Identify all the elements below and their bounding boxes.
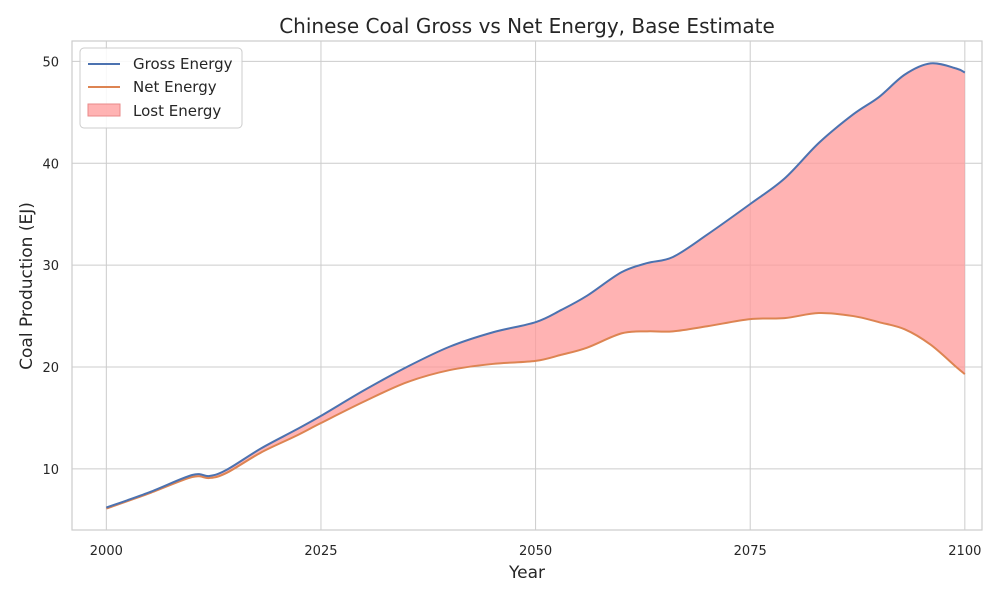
x-axis-title: Year	[508, 563, 545, 583]
x-tick-label: 2075	[734, 544, 767, 559]
legend-lost-label: Lost Energy	[133, 102, 221, 120]
net-energy-line	[106, 311, 966, 510]
y-axis-title: Coal Production (EJ)	[17, 202, 37, 370]
series-layer	[106, 62, 966, 510]
y-tick-label: 10	[42, 463, 59, 478]
legend-net-label: Net Energy	[133, 78, 217, 96]
lost-energy-area	[106, 63, 965, 509]
y-tick-label: 30	[42, 259, 59, 274]
y-ticks: 10 20 30 40 50	[42, 55, 59, 478]
y-tick-label: 50	[42, 55, 59, 70]
plot-frame	[71, 40, 983, 531]
x-tick-label: 2050	[519, 544, 552, 559]
y-tick-label: 20	[42, 361, 59, 376]
x-tick-label: 2100	[948, 544, 981, 559]
x-tick-label: 2025	[304, 544, 337, 559]
legend-lost-swatch	[87, 103, 121, 117]
fill-layer	[106, 63, 965, 509]
y-tick-label: 40	[42, 157, 59, 172]
gross-energy-line	[106, 62, 966, 509]
x-tick-label: 2000	[90, 544, 123, 559]
x-ticks: 2000 2025 2050 2075 2100	[90, 544, 982, 559]
legend: Gross Energy Net Energy Lost Energy	[79, 47, 243, 129]
chart-title: Chinese Coal Gross vs Net Energy, Base E…	[279, 14, 775, 38]
legend-gross-label: Gross Energy	[133, 55, 233, 73]
